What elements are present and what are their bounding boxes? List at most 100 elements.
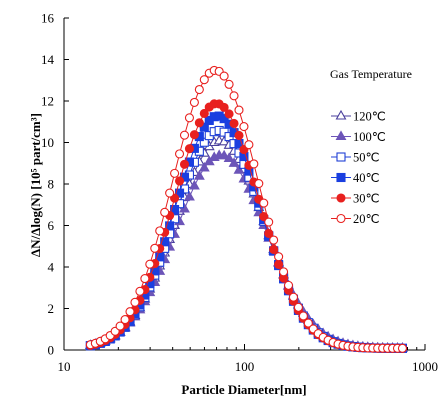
- legend-label: 30℃: [353, 192, 380, 206]
- legend-marker: [336, 172, 346, 183]
- data-point: [219, 71, 229, 81]
- legend-label: 100℃: [353, 130, 386, 144]
- y-tick-label: 0: [48, 343, 55, 358]
- data-point: [194, 84, 204, 95]
- data-point: [184, 190, 195, 201]
- data-point: [264, 228, 274, 238]
- series-5: [85, 65, 407, 353]
- y-tick-label: 4: [48, 260, 55, 275]
- data-point: [219, 102, 229, 112]
- data-point: [145, 259, 155, 269]
- y-axis-label: ΔN/Δlog(N) [10⁵ part/cm³]: [28, 113, 43, 257]
- legend-title: Gas Temperature: [330, 67, 412, 81]
- legend-marker: [336, 193, 346, 203]
- data-point: [249, 159, 259, 169]
- legend-label: 20℃: [353, 212, 380, 226]
- data-point: [189, 130, 199, 140]
- data-point: [170, 204, 180, 215]
- data-point: [239, 122, 249, 132]
- data-point: [160, 237, 170, 247]
- data-point: [179, 159, 190, 169]
- data-point: [189, 97, 199, 107]
- data-point: [160, 207, 170, 217]
- data-point: [279, 267, 289, 277]
- data-point: [155, 226, 165, 236]
- data-point: [224, 79, 234, 89]
- legend-entry: 30℃: [331, 192, 380, 206]
- legend-marker: [336, 213, 346, 224]
- data-point: [269, 235, 279, 245]
- data-point: [184, 144, 194, 154]
- data-point: [229, 91, 239, 101]
- data-point: [174, 149, 185, 159]
- data-point: [234, 105, 244, 115]
- legend-label: 40℃: [353, 171, 380, 185]
- data-point: [199, 137, 209, 147]
- data-point: [224, 109, 234, 119]
- y-tick-label: 8: [48, 177, 55, 192]
- y-tick-label: 6: [48, 218, 55, 233]
- data-point: [130, 297, 140, 307]
- data-point: [288, 292, 299, 302]
- data-point: [244, 140, 254, 150]
- data-point: [303, 318, 313, 328]
- legend-marker: [336, 152, 346, 162]
- data-point: [199, 108, 209, 119]
- data-point: [170, 168, 180, 178]
- legend-entry: 20℃: [331, 212, 380, 226]
- x-ticks: 10 100 1000: [58, 344, 438, 374]
- legend-entry: 50℃: [331, 151, 380, 165]
- x-tick-label: 100: [235, 359, 255, 374]
- legend-marker: [335, 109, 347, 120]
- data-point: [218, 149, 230, 160]
- data-point: [188, 179, 200, 190]
- data-point: [219, 114, 229, 124]
- data-point: [234, 130, 244, 141]
- data-point: [293, 302, 303, 312]
- data-point: [259, 198, 269, 208]
- x-tick-label: 1000: [412, 359, 438, 374]
- data-point: [193, 170, 205, 180]
- data-point: [194, 118, 204, 128]
- data-point: [179, 130, 190, 140]
- y-tick-label: 12: [41, 94, 54, 109]
- legend-entry: 40℃: [331, 171, 380, 185]
- data-point: [228, 157, 240, 167]
- x-tick-label: 10: [58, 359, 71, 374]
- data-point: [229, 118, 239, 128]
- y-tick-label: 14: [41, 52, 55, 67]
- data-point: [165, 221, 175, 231]
- x-axis-label: Particle Diameter[nm]: [181, 382, 306, 397]
- legend-entry: 120℃: [331, 110, 386, 124]
- data-point: [184, 113, 194, 123]
- data-point: [199, 75, 209, 85]
- data-point: [298, 311, 308, 321]
- data-point: [174, 176, 185, 186]
- legend: Gas Temperature 120℃ 100℃ 50℃ 40℃ 30℃ 20℃: [330, 67, 412, 226]
- legend-label: 50℃: [353, 151, 380, 165]
- data-point: [125, 307, 135, 317]
- data-point: [254, 178, 264, 189]
- data-point: [150, 243, 160, 253]
- y-tick-label: 10: [41, 135, 54, 150]
- data-point: [274, 252, 284, 262]
- legend-label: 120℃: [353, 110, 386, 124]
- data-point: [283, 280, 294, 290]
- data-point: [165, 188, 175, 198]
- data-point: [264, 217, 274, 227]
- legend-entry: 100℃: [331, 130, 386, 144]
- data-point: [233, 164, 245, 174]
- series-group: [84, 65, 408, 353]
- data-point: [223, 152, 235, 163]
- y-tick-label: 2: [48, 301, 55, 316]
- y-tick-label: 16: [41, 11, 55, 26]
- data-point: [115, 321, 125, 331]
- data-point: [174, 199, 185, 209]
- data-point: [140, 274, 150, 284]
- data-point: [120, 315, 130, 325]
- legend-marker: [335, 130, 347, 141]
- data-point: [135, 286, 145, 296]
- data-point: [198, 161, 210, 172]
- y-ticks: 0 2 4 6 8 10 12 14 16: [41, 11, 69, 358]
